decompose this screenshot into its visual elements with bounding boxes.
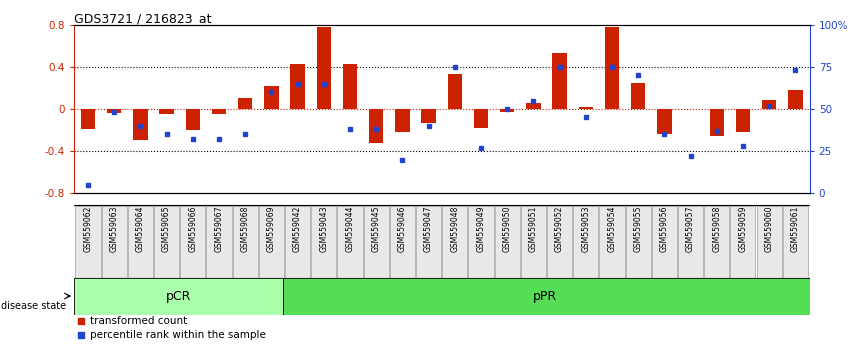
FancyBboxPatch shape	[206, 206, 231, 278]
Bar	[527, 103, 540, 109]
Text: GSM559052: GSM559052	[555, 206, 564, 252]
Bar	[343, 64, 357, 109]
FancyBboxPatch shape	[730, 206, 755, 278]
Bar	[212, 109, 226, 114]
Bar	[657, 109, 671, 134]
Text: GSM559058: GSM559058	[712, 206, 721, 252]
Text: GSM559051: GSM559051	[529, 206, 538, 252]
Text: GSM559044: GSM559044	[346, 206, 354, 252]
Bar	[604, 27, 619, 109]
FancyBboxPatch shape	[416, 206, 441, 278]
Text: GSM559068: GSM559068	[241, 206, 249, 252]
Bar	[133, 109, 147, 139]
Text: GSM559057: GSM559057	[686, 206, 695, 252]
Text: GSM559048: GSM559048	[450, 206, 459, 252]
Text: GSM559064: GSM559064	[136, 206, 145, 252]
FancyBboxPatch shape	[783, 206, 808, 278]
Bar	[369, 109, 384, 143]
Text: GSM559062: GSM559062	[83, 206, 93, 252]
Bar	[107, 109, 121, 113]
Text: GSM559043: GSM559043	[320, 206, 328, 252]
FancyBboxPatch shape	[494, 206, 520, 278]
Text: GSM559069: GSM559069	[267, 206, 276, 252]
FancyBboxPatch shape	[101, 206, 126, 278]
Bar	[159, 109, 174, 114]
Bar	[553, 53, 566, 109]
FancyBboxPatch shape	[520, 206, 546, 278]
Text: GSM559042: GSM559042	[293, 206, 302, 252]
Text: GSM559067: GSM559067	[215, 206, 223, 252]
Text: percentile rank within the sample: percentile rank within the sample	[90, 330, 266, 340]
Text: GSM559066: GSM559066	[188, 206, 197, 252]
Text: GSM559046: GSM559046	[397, 206, 407, 252]
Text: GSM559065: GSM559065	[162, 206, 171, 252]
FancyBboxPatch shape	[443, 206, 468, 278]
FancyBboxPatch shape	[259, 206, 284, 278]
Bar	[448, 74, 462, 109]
FancyBboxPatch shape	[154, 206, 179, 278]
FancyBboxPatch shape	[338, 206, 363, 278]
Bar	[185, 109, 200, 130]
Bar	[474, 109, 488, 128]
FancyBboxPatch shape	[652, 206, 677, 278]
Text: GSM559061: GSM559061	[791, 206, 800, 252]
Bar	[317, 27, 331, 109]
FancyBboxPatch shape	[599, 206, 624, 278]
FancyBboxPatch shape	[74, 278, 283, 315]
Text: transformed count: transformed count	[90, 316, 187, 326]
Text: pCR: pCR	[165, 290, 191, 303]
Text: pPR: pPR	[533, 290, 557, 303]
Text: GSM559045: GSM559045	[372, 206, 381, 252]
FancyBboxPatch shape	[757, 206, 782, 278]
FancyBboxPatch shape	[128, 206, 153, 278]
Text: GSM559060: GSM559060	[765, 206, 773, 252]
Text: GSM559053: GSM559053	[581, 206, 591, 252]
FancyBboxPatch shape	[75, 206, 100, 278]
FancyBboxPatch shape	[285, 206, 310, 278]
Text: GSM559056: GSM559056	[660, 206, 669, 252]
Text: disease state: disease state	[1, 301, 66, 311]
Bar	[709, 109, 724, 136]
FancyBboxPatch shape	[233, 206, 258, 278]
Bar	[422, 109, 436, 123]
Bar	[264, 86, 279, 109]
Text: GSM559050: GSM559050	[502, 206, 512, 252]
Text: GSM559047: GSM559047	[424, 206, 433, 252]
Text: GSM559055: GSM559055	[634, 206, 643, 252]
FancyBboxPatch shape	[573, 206, 598, 278]
Bar	[81, 109, 95, 129]
Bar	[736, 109, 750, 132]
FancyBboxPatch shape	[390, 206, 415, 278]
Text: GSM559063: GSM559063	[110, 206, 119, 252]
Text: GDS3721 / 216823_at: GDS3721 / 216823_at	[74, 12, 211, 25]
Text: GSM559054: GSM559054	[607, 206, 617, 252]
Text: GSM559049: GSM559049	[476, 206, 486, 252]
FancyBboxPatch shape	[364, 206, 389, 278]
Bar	[500, 109, 514, 112]
FancyBboxPatch shape	[469, 206, 494, 278]
FancyBboxPatch shape	[283, 278, 810, 315]
FancyBboxPatch shape	[547, 206, 572, 278]
FancyBboxPatch shape	[311, 206, 336, 278]
Bar	[762, 99, 776, 109]
Bar	[395, 109, 410, 132]
Bar	[238, 98, 252, 109]
Text: GSM559059: GSM559059	[739, 206, 747, 252]
FancyBboxPatch shape	[704, 206, 729, 278]
FancyBboxPatch shape	[180, 206, 205, 278]
Bar	[290, 64, 305, 109]
Bar	[631, 83, 645, 109]
FancyBboxPatch shape	[678, 206, 703, 278]
FancyBboxPatch shape	[625, 206, 650, 278]
Bar	[788, 90, 803, 109]
Bar	[578, 107, 593, 109]
